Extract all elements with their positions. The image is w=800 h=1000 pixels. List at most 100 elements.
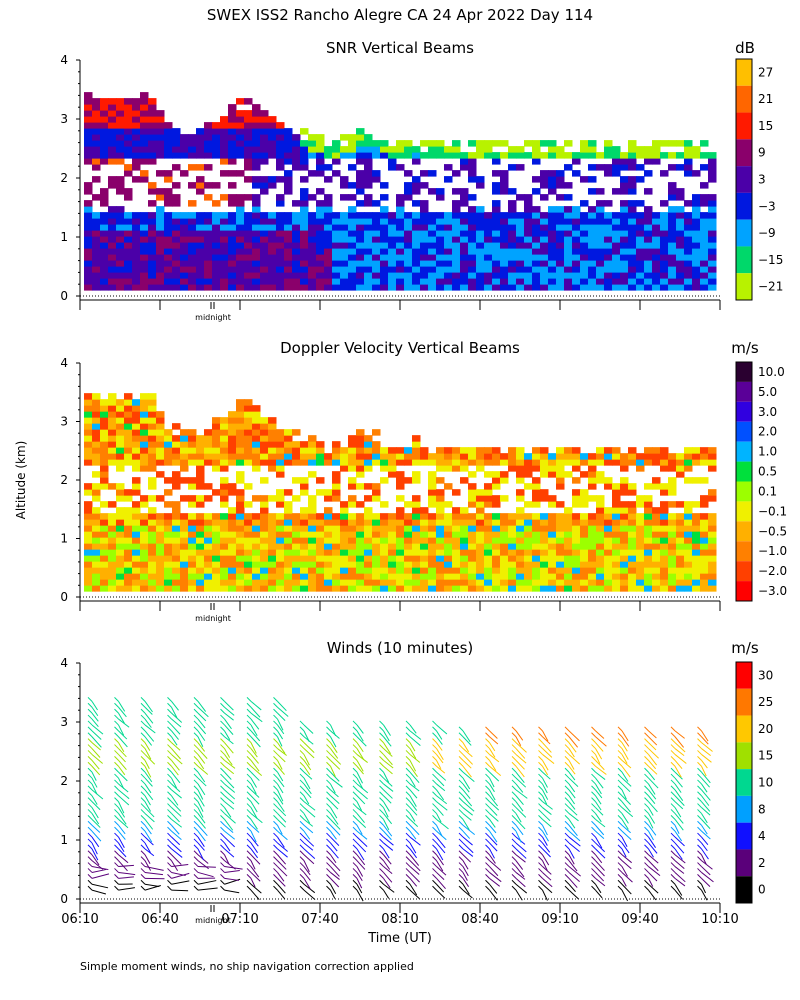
wind-barb [568, 807, 578, 816]
wind-barb-feather [617, 826, 623, 832]
doppler-cell [692, 561, 701, 568]
doppler-cell [532, 585, 541, 592]
snr-cell [636, 230, 645, 237]
wind-barb-feather [220, 738, 225, 744]
wind-barb [621, 771, 629, 782]
doppler-cell [396, 543, 405, 550]
wind-barb [595, 730, 605, 739]
snr-cell [556, 170, 565, 177]
snr-cell [228, 248, 237, 255]
wind-barb-feather [87, 809, 93, 814]
doppler-cell [356, 435, 365, 442]
doppler-cell [332, 579, 341, 586]
snr-cell [332, 272, 341, 279]
doppler-cell [164, 459, 173, 466]
wind-barb-feather [458, 797, 464, 803]
wind-barb [330, 736, 337, 748]
wind-barb [621, 830, 632, 840]
snr-cell [644, 236, 653, 243]
snr-cell [548, 218, 557, 225]
snr-cell [468, 164, 477, 171]
doppler-cell [460, 459, 469, 466]
doppler-cell [308, 495, 317, 502]
snr-cell [276, 266, 285, 273]
snr-cell [620, 188, 629, 195]
doppler-cell [316, 489, 325, 496]
snr-cell [556, 206, 565, 213]
doppler-colorbar-swatch [736, 541, 752, 562]
wind-barb-feather [644, 850, 649, 856]
doppler-cell [404, 543, 413, 550]
wind-barb-feather [670, 726, 676, 732]
snr-cell [164, 254, 173, 261]
doppler-cell [404, 573, 413, 580]
wind-barb-feather [697, 862, 702, 867]
wind-barb [197, 880, 217, 885]
snr-cell [252, 194, 261, 201]
snr-cell [268, 116, 277, 123]
snr-cell [436, 266, 445, 273]
snr-cell [324, 236, 333, 243]
snr-cell [244, 254, 253, 261]
wind-barb-feather [114, 779, 119, 785]
wind-barb [144, 854, 151, 864]
snr-cell [508, 146, 517, 153]
wind-barb-feather [326, 885, 331, 891]
wind-barb-feather [564, 862, 570, 867]
snr-cell [300, 188, 309, 195]
wind-barb [489, 783, 495, 793]
doppler-cell [244, 519, 253, 526]
snr-cell [508, 260, 517, 267]
snr-cell [172, 272, 181, 279]
doppler-cell [204, 585, 213, 592]
wind-barb [701, 848, 709, 860]
snr-cell [668, 260, 677, 267]
wind-barb-feather [273, 791, 278, 797]
snr-cell [684, 266, 693, 273]
wind-barb [171, 718, 182, 728]
wind-barb-feather [87, 832, 93, 838]
snr-cell [628, 284, 637, 291]
wind-barb-feather [140, 708, 146, 714]
snr-cell [260, 266, 269, 273]
doppler-cell [596, 567, 605, 574]
doppler-cell [236, 417, 245, 424]
doppler-cell [260, 423, 269, 430]
snr-cell [412, 278, 421, 285]
wind-barb-feather [114, 868, 119, 873]
wind-barb-feather [167, 879, 172, 885]
wind-barb-feather [246, 732, 252, 738]
snr-cell [444, 218, 453, 225]
wind-barb [118, 736, 128, 748]
wind-barb [224, 795, 235, 805]
snr-cell [404, 194, 413, 201]
wind-barb-feather [326, 755, 331, 761]
snr-cell [268, 254, 277, 261]
wind-barb [409, 760, 417, 772]
snr-cell [684, 212, 693, 219]
wind-barb-feather [352, 803, 358, 808]
snr-cell [348, 218, 357, 225]
doppler-cell [348, 579, 357, 586]
snr-cell [668, 272, 677, 279]
wind-barb-feather [697, 826, 702, 832]
snr-cell [92, 158, 101, 165]
doppler-cell [428, 483, 437, 490]
snr-cell [340, 146, 349, 153]
wind-barb-feather [140, 767, 146, 773]
snr-cell [460, 212, 469, 219]
snr-cell [404, 284, 413, 291]
doppler-cell [124, 447, 133, 454]
wind-barb [542, 825, 548, 836]
wind-barb-feather [538, 803, 543, 808]
wind-barb [674, 836, 685, 847]
doppler-cell [380, 477, 389, 484]
wind-barb-feather [246, 873, 252, 879]
doppler-cell [164, 525, 173, 532]
snr-cell [692, 272, 701, 279]
snr-cell [444, 284, 453, 291]
wind-barb [674, 771, 683, 780]
doppler-cell [244, 561, 253, 568]
doppler-cell [236, 435, 245, 442]
snr-cell [228, 200, 237, 207]
